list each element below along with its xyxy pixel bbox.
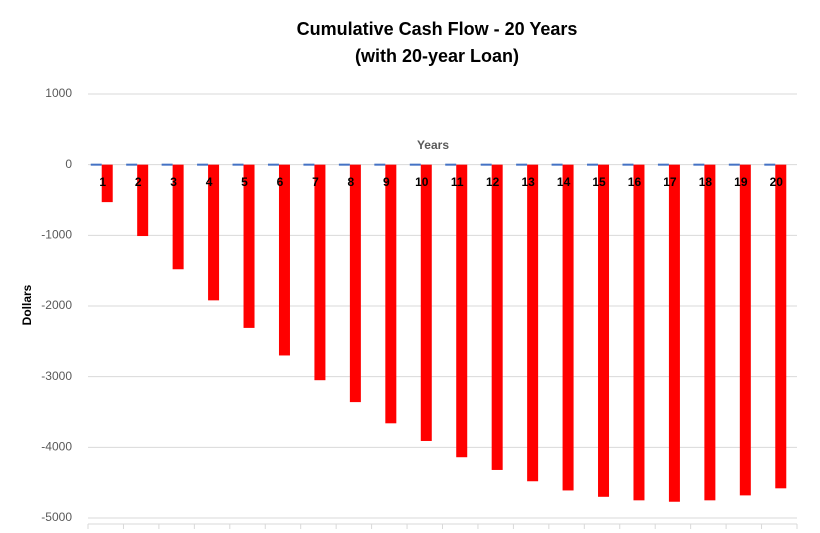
x-tick-label: 5 bbox=[241, 175, 248, 189]
x-tick-label: 13 bbox=[521, 175, 535, 189]
bar bbox=[126, 163, 138, 166]
y-tick-label: -1000 bbox=[41, 228, 72, 242]
bar bbox=[137, 164, 149, 237]
bar bbox=[385, 164, 397, 424]
bar bbox=[197, 163, 209, 166]
y-tick-label: -2000 bbox=[41, 298, 72, 312]
x-tick-label: 19 bbox=[734, 175, 748, 189]
bar bbox=[90, 163, 102, 166]
bar bbox=[491, 164, 503, 470]
x-tick-label: 20 bbox=[770, 175, 784, 189]
bar bbox=[739, 164, 751, 496]
x-tick-label: 4 bbox=[206, 175, 213, 189]
x-tick-label: 9 bbox=[383, 175, 390, 189]
x-tick-label: 17 bbox=[663, 175, 677, 189]
x-tick-label: 11 bbox=[451, 175, 464, 189]
y-tick-label: 0 bbox=[65, 157, 72, 171]
bar bbox=[704, 164, 716, 501]
bar bbox=[633, 164, 645, 501]
x-axis-title: Years bbox=[417, 138, 449, 152]
bar bbox=[668, 164, 680, 502]
bar bbox=[314, 164, 326, 381]
bar bbox=[232, 163, 244, 166]
bar bbox=[657, 163, 669, 166]
bar bbox=[622, 163, 634, 166]
bar bbox=[349, 164, 361, 403]
bar bbox=[208, 164, 220, 301]
bar bbox=[101, 164, 113, 203]
x-tick-label: 8 bbox=[348, 175, 355, 189]
x-tick-label: 7 bbox=[312, 175, 319, 189]
bar bbox=[527, 164, 539, 482]
x-tick-label: 15 bbox=[592, 175, 606, 189]
bar bbox=[693, 163, 705, 166]
bar bbox=[303, 163, 315, 166]
chart-subtitle: (with 20-year Loan) bbox=[355, 46, 519, 66]
bar bbox=[516, 163, 528, 166]
y-tick-label: -4000 bbox=[41, 440, 72, 454]
x-tick-label: 3 bbox=[170, 175, 177, 189]
bar bbox=[278, 164, 290, 356]
x-tick-label: 1 bbox=[99, 175, 106, 189]
y-tick-label: 1000 bbox=[45, 86, 72, 100]
bar bbox=[445, 163, 457, 166]
x-tick-label: 2 bbox=[135, 175, 142, 189]
bar bbox=[480, 163, 492, 166]
x-tick-label: 10 bbox=[415, 175, 429, 189]
chart-title: Cumulative Cash Flow - 20 Years bbox=[297, 19, 578, 39]
bar bbox=[551, 163, 563, 166]
x-tick-label: 16 bbox=[628, 175, 642, 189]
bar bbox=[775, 164, 787, 489]
bar bbox=[267, 163, 279, 166]
x-tick-label: 14 bbox=[557, 175, 571, 189]
bar bbox=[728, 163, 740, 166]
x-tick-label: 6 bbox=[277, 175, 284, 189]
bar bbox=[161, 163, 173, 166]
bar bbox=[764, 163, 776, 166]
x-tick-label: 12 bbox=[486, 175, 500, 189]
y-axis-title: Dollars bbox=[20, 284, 34, 325]
bar bbox=[456, 164, 468, 458]
y-tick-label: -3000 bbox=[41, 369, 72, 383]
bar bbox=[562, 164, 574, 491]
bar bbox=[243, 164, 255, 328]
bar bbox=[420, 164, 432, 441]
bar bbox=[587, 163, 599, 166]
y-tick-label: -5000 bbox=[41, 510, 72, 524]
bar bbox=[338, 163, 350, 166]
bar bbox=[409, 163, 421, 166]
bar bbox=[374, 163, 386, 166]
x-tick-label: 18 bbox=[699, 175, 713, 189]
bar bbox=[172, 164, 184, 270]
bar bbox=[598, 164, 610, 497]
